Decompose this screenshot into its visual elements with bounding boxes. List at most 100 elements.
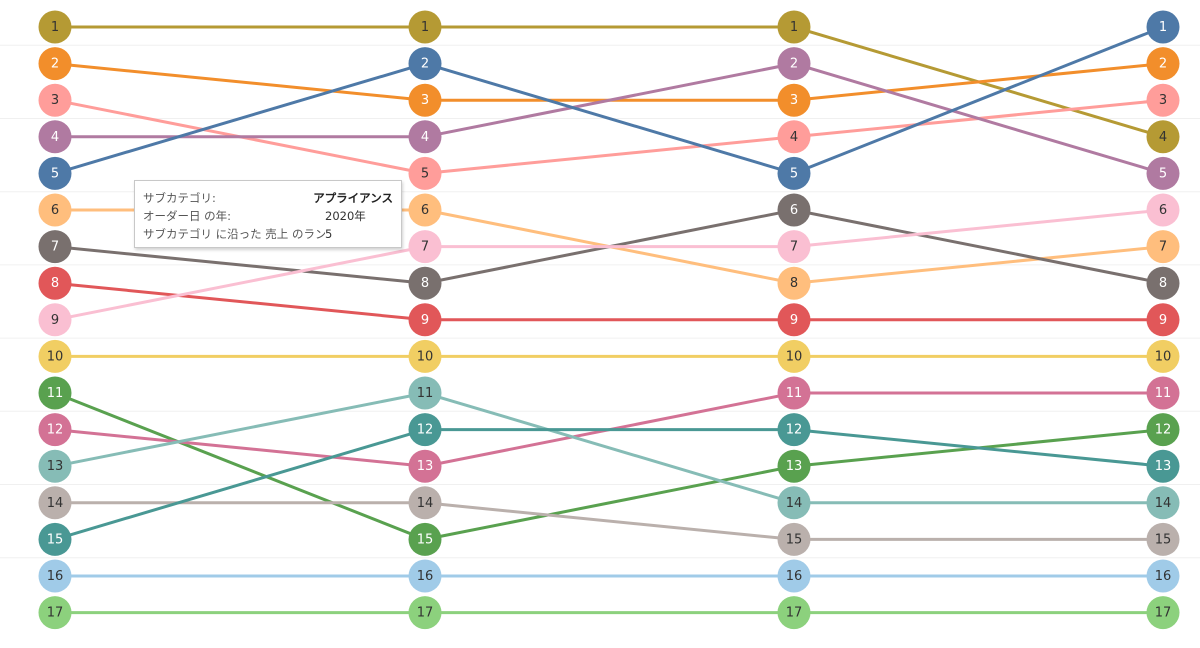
rank-marker[interactable]	[777, 156, 811, 190]
rank-point[interactable]: 17	[1146, 596, 1180, 630]
rank-point[interactable]: 9	[408, 303, 442, 337]
rank-point[interactable]: 5	[1146, 156, 1180, 190]
rank-point[interactable]: 15	[777, 522, 811, 556]
rank-marker[interactable]	[1146, 559, 1180, 593]
rank-point[interactable]: 16	[38, 559, 72, 593]
rank-marker[interactable]	[38, 120, 72, 154]
rank-point[interactable]: 17	[777, 596, 811, 630]
rank-marker[interactable]	[38, 449, 72, 483]
rank-point[interactable]: 16	[1146, 559, 1180, 593]
rank-point[interactable]: 1	[1146, 10, 1180, 44]
rank-marker[interactable]	[1146, 193, 1180, 227]
rank-point[interactable]: 12	[1146, 413, 1180, 447]
rank-marker[interactable]	[38, 413, 72, 447]
rank-point[interactable]: 3	[408, 83, 442, 117]
rank-marker[interactable]	[777, 266, 811, 300]
rank-marker[interactable]	[408, 120, 442, 154]
rank-point[interactable]: 14	[1146, 486, 1180, 520]
rank-point[interactable]: 1	[408, 10, 442, 44]
rank-marker[interactable]	[38, 266, 72, 300]
rank-marker[interactable]	[38, 303, 72, 337]
rank-marker[interactable]	[777, 596, 811, 630]
rank-marker[interactable]	[38, 376, 72, 410]
rank-point[interactable]: 11	[38, 376, 72, 410]
rank-marker[interactable]	[408, 449, 442, 483]
rank-marker[interactable]	[408, 156, 442, 190]
rank-marker[interactable]	[38, 486, 72, 520]
rank-marker[interactable]	[777, 193, 811, 227]
rank-point[interactable]: 6	[777, 193, 811, 227]
rank-marker[interactable]	[38, 230, 72, 264]
rank-marker[interactable]	[408, 376, 442, 410]
rank-marker[interactable]	[1146, 413, 1180, 447]
rank-marker[interactable]	[1146, 156, 1180, 190]
rank-marker[interactable]	[777, 449, 811, 483]
rank-point[interactable]: 4	[408, 120, 442, 154]
rank-marker[interactable]	[408, 47, 442, 81]
rank-point[interactable]: 6	[408, 193, 442, 227]
rank-point[interactable]: 11	[408, 376, 442, 410]
rank-marker[interactable]	[1146, 449, 1180, 483]
rank-point[interactable]: 16	[777, 559, 811, 593]
rank-point[interactable]: 14	[777, 486, 811, 520]
rank-point[interactable]: 1	[777, 10, 811, 44]
rank-marker[interactable]	[777, 120, 811, 154]
rank-point[interactable]: 11	[777, 376, 811, 410]
rank-point[interactable]: 10	[777, 339, 811, 373]
rank-point[interactable]: 9	[1146, 303, 1180, 337]
rank-point[interactable]: 3	[1146, 83, 1180, 117]
rank-point[interactable]: 2	[1146, 47, 1180, 81]
rank-marker[interactable]	[777, 47, 811, 81]
rank-point[interactable]: 16	[408, 559, 442, 593]
rank-point[interactable]: 10	[1146, 339, 1180, 373]
rank-marker[interactable]	[408, 303, 442, 337]
rank-marker[interactable]	[38, 596, 72, 630]
rank-point[interactable]: 17	[38, 596, 72, 630]
rank-point[interactable]: 3	[777, 83, 811, 117]
rank-marker[interactable]	[1146, 339, 1180, 373]
rank-point[interactable]: 3	[38, 83, 72, 117]
rank-point[interactable]: 15	[1146, 522, 1180, 556]
rank-point[interactable]: 12	[38, 413, 72, 447]
rank-point[interactable]: 9	[38, 303, 72, 337]
rank-marker[interactable]	[408, 339, 442, 373]
rank-point[interactable]: 17	[408, 596, 442, 630]
rank-point[interactable]: 15	[408, 522, 442, 556]
rank-marker[interactable]	[38, 47, 72, 81]
rank-point[interactable]: 14	[38, 486, 72, 520]
rank-marker[interactable]	[1146, 47, 1180, 81]
rank-marker[interactable]	[777, 230, 811, 264]
rank-marker[interactable]	[777, 522, 811, 556]
rank-point[interactable]: 8	[408, 266, 442, 300]
rank-marker[interactable]	[777, 10, 811, 44]
rank-point[interactable]: 7	[1146, 230, 1180, 264]
rank-marker[interactable]	[1146, 596, 1180, 630]
rank-point[interactable]: 8	[38, 266, 72, 300]
rank-marker[interactable]	[408, 266, 442, 300]
rank-marker[interactable]	[1146, 10, 1180, 44]
rank-point[interactable]: 5	[777, 156, 811, 190]
rank-point[interactable]: 5	[38, 156, 72, 190]
rank-marker[interactable]	[1146, 376, 1180, 410]
rank-marker[interactable]	[408, 596, 442, 630]
rank-marker[interactable]	[38, 193, 72, 227]
rank-marker[interactable]	[777, 413, 811, 447]
rank-point[interactable]: 10	[38, 339, 72, 373]
rank-point[interactable]: 2	[777, 47, 811, 81]
rank-point[interactable]: 7	[408, 230, 442, 264]
rank-point[interactable]: 1	[38, 10, 72, 44]
rank-marker[interactable]	[408, 83, 442, 117]
rank-point[interactable]: 2	[408, 47, 442, 81]
rank-point[interactable]: 5	[408, 156, 442, 190]
rank-point[interactable]: 2	[38, 47, 72, 81]
rank-point[interactable]: 4	[38, 120, 72, 154]
rank-marker[interactable]	[777, 83, 811, 117]
rank-marker[interactable]	[1146, 83, 1180, 117]
rank-marker[interactable]	[408, 559, 442, 593]
rank-marker[interactable]	[777, 559, 811, 593]
rank-marker[interactable]	[777, 339, 811, 373]
rank-marker[interactable]	[38, 559, 72, 593]
rank-marker[interactable]	[1146, 303, 1180, 337]
rank-marker[interactable]	[777, 376, 811, 410]
rank-marker[interactable]	[1146, 230, 1180, 264]
